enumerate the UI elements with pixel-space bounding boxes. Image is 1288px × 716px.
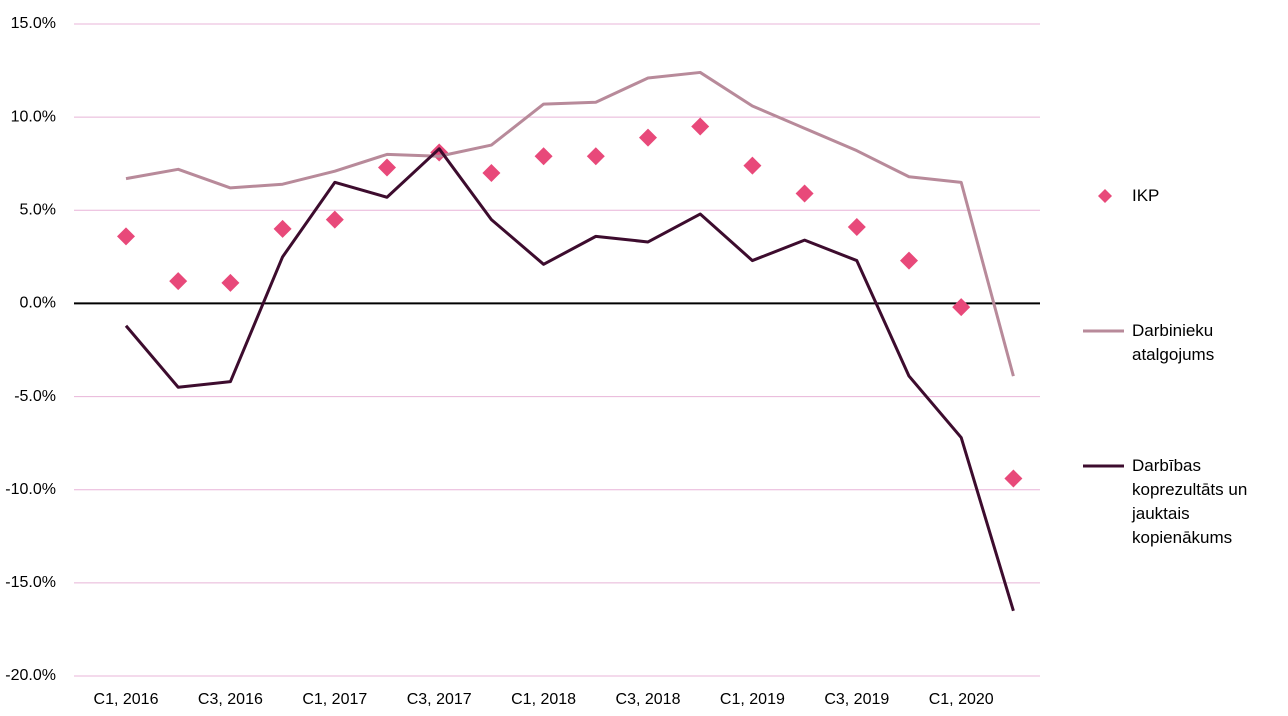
marker bbox=[169, 272, 188, 291]
marker bbox=[952, 298, 971, 317]
x-tick-label: C1, 2020 bbox=[929, 691, 994, 708]
y-tick-label: 5.0% bbox=[20, 202, 56, 219]
marker bbox=[534, 147, 553, 166]
legend-label: Darbības koprezultāts un jauktais kopien… bbox=[1132, 456, 1248, 547]
marker bbox=[639, 128, 657, 147]
y-tick-label: -20.0% bbox=[5, 667, 56, 684]
x-tick-label: C3, 2018 bbox=[616, 691, 681, 708]
x-tick-label: C3, 2017 bbox=[407, 691, 472, 708]
legend-label: Darbinieku atalgojums bbox=[1132, 321, 1215, 364]
line bbox=[125, 70, 1015, 377]
marker bbox=[586, 147, 605, 166]
legend-label: IKP bbox=[1132, 186, 1160, 205]
marker bbox=[900, 251, 918, 270]
marker bbox=[221, 273, 240, 292]
y-tick-label: 0.0% bbox=[20, 295, 56, 312]
y-tick-label: 10.0% bbox=[11, 108, 56, 125]
y-tick-label: -10.0% bbox=[5, 481, 56, 498]
marker bbox=[378, 158, 396, 177]
marker bbox=[1004, 469, 1023, 488]
y-tick-label: 15.0% bbox=[11, 15, 56, 32]
legend-swatch bbox=[1098, 189, 1112, 203]
x-tick-label: C3, 2019 bbox=[824, 691, 889, 708]
marker bbox=[117, 227, 135, 246]
marker bbox=[482, 164, 501, 183]
marker bbox=[795, 184, 814, 203]
x-tick-label: C1, 2016 bbox=[94, 691, 159, 708]
marker bbox=[847, 218, 866, 237]
x-tick-label: C1, 2019 bbox=[720, 691, 785, 708]
x-tick-label: C1, 2018 bbox=[511, 691, 576, 708]
marker bbox=[273, 219, 292, 238]
marker bbox=[691, 117, 710, 136]
y-tick-label: -5.0% bbox=[14, 388, 56, 405]
x-tick-label: C1, 2017 bbox=[302, 691, 367, 708]
marker bbox=[325, 210, 344, 229]
y-tick-label: -15.0% bbox=[5, 574, 56, 591]
marker bbox=[743, 156, 762, 175]
line bbox=[124, 147, 1015, 612]
x-tick-label: C3, 2016 bbox=[198, 691, 263, 708]
